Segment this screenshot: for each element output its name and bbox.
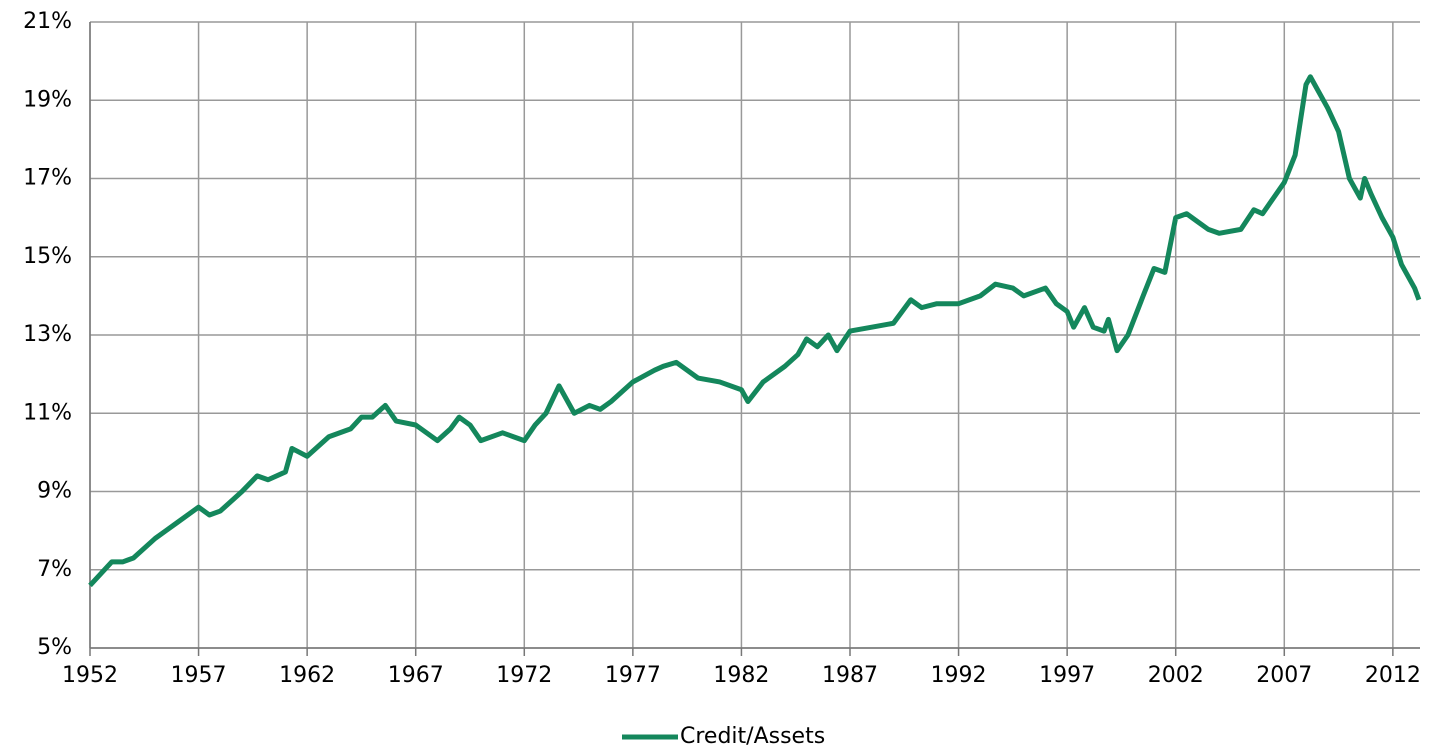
y-tick-label: 5% bbox=[37, 635, 72, 660]
y-tick-label: 19% bbox=[23, 87, 72, 112]
x-tick-label: 1962 bbox=[279, 663, 335, 688]
x-tick-label: 1967 bbox=[388, 663, 444, 688]
x-tick-label: 1952 bbox=[62, 663, 118, 688]
y-tick-label: 13% bbox=[23, 322, 72, 347]
y-tick-label: 11% bbox=[23, 400, 72, 425]
x-tick-label: 2012 bbox=[1365, 663, 1421, 688]
legend-label: Credit/Assets bbox=[680, 724, 825, 749]
x-tick-label: 1972 bbox=[496, 663, 552, 688]
x-tick-label: 2007 bbox=[1256, 663, 1312, 688]
y-tick-label: 9% bbox=[37, 479, 72, 504]
y-tick-label: 7% bbox=[37, 557, 72, 582]
y-tick-label: 21% bbox=[23, 9, 72, 34]
y-tick-label: 17% bbox=[23, 166, 72, 191]
x-tick-label: 1957 bbox=[171, 663, 227, 688]
x-tick-label: 1997 bbox=[1039, 663, 1095, 688]
x-tick-label: 1982 bbox=[713, 663, 769, 688]
y-tick-label: 15% bbox=[23, 244, 72, 269]
x-tick-label: 1987 bbox=[822, 663, 878, 688]
data-line bbox=[88, 74, 1422, 588]
x-tick-label: 2002 bbox=[1148, 663, 1204, 688]
x-tick-label: 1992 bbox=[931, 663, 987, 688]
x-tick-label: 1977 bbox=[605, 663, 661, 688]
